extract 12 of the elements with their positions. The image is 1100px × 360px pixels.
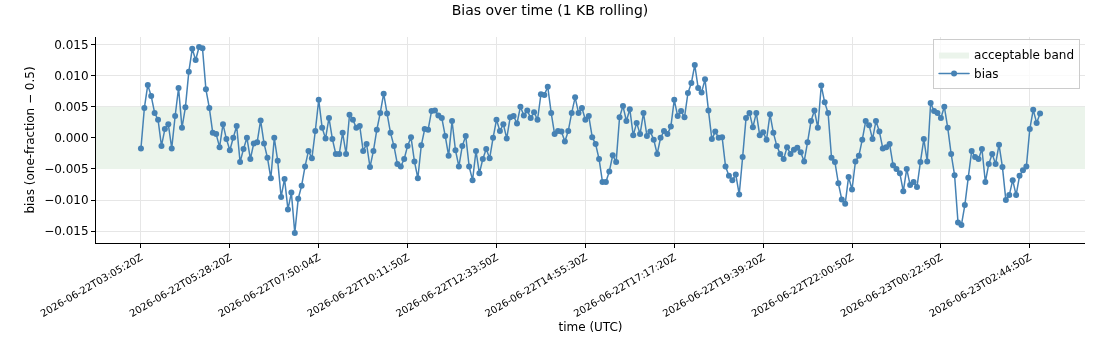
legend-label: bias: [974, 67, 999, 82]
y-axis-title: bias (one-fraction − 0.5): [23, 66, 38, 214]
y-tick-label: 0.015: [54, 37, 89, 52]
x-axis-title: time (UTC): [558, 319, 623, 334]
chart-title: Bias over time (1 KB rolling): [451, 2, 649, 19]
y-tick-label: 0.000: [54, 131, 89, 146]
y-tick-label: −0.015: [44, 224, 89, 239]
y-tick-label: 0.005: [54, 99, 89, 114]
y-tick-label: 0.010: [54, 68, 89, 83]
y-tick-label: −0.010: [44, 193, 89, 208]
legend-label: acceptable band: [974, 48, 1075, 63]
y-tick-label: −0.005: [44, 162, 89, 177]
